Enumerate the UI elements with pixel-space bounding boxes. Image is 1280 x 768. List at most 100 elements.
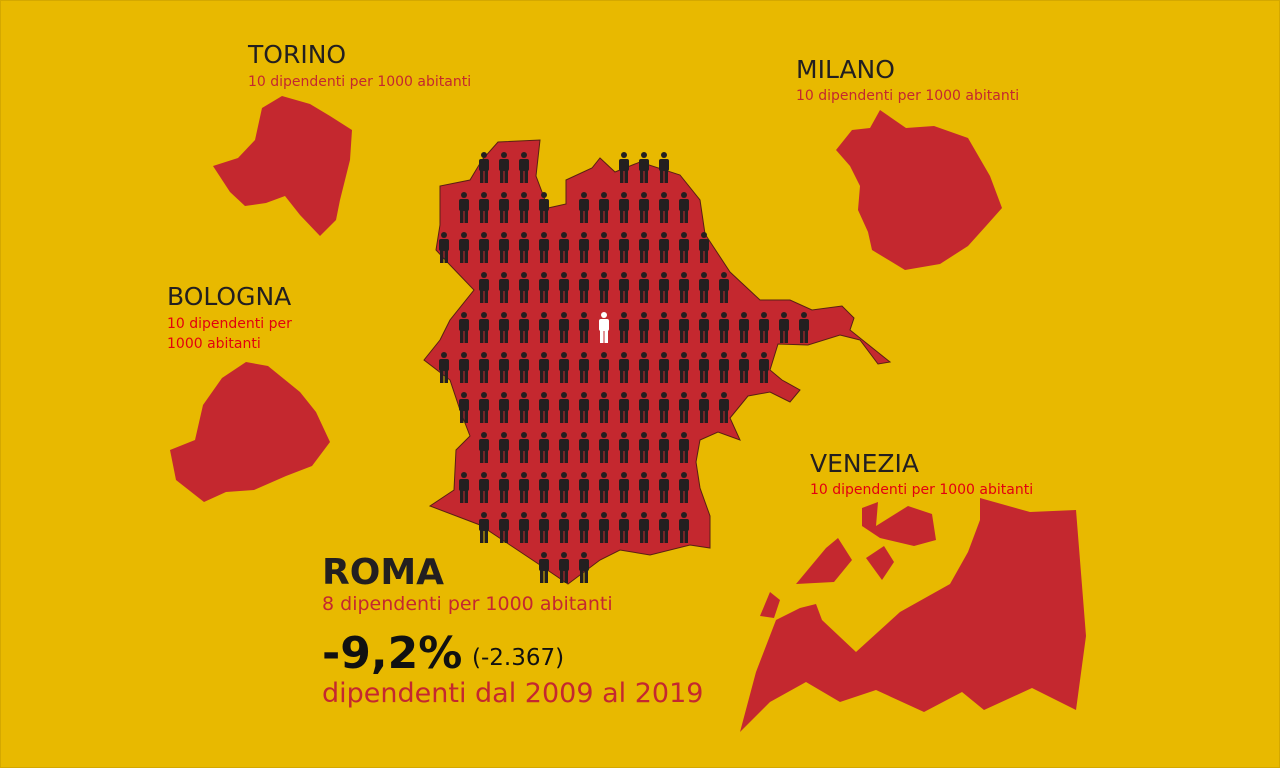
person-icon: [719, 352, 729, 383]
person-icon: [639, 392, 649, 423]
person-icon: [519, 472, 529, 503]
person-icon: [639, 232, 649, 263]
person-icon: [659, 192, 669, 223]
person-icon: [639, 432, 649, 463]
person-icon: [679, 512, 689, 543]
person-icon: [779, 312, 789, 343]
milano-map: [836, 110, 1002, 270]
person-icon: [539, 552, 549, 583]
person-icon: [699, 232, 709, 263]
person-icon: [499, 392, 509, 423]
person-icon: [519, 232, 529, 263]
person-icon: [699, 272, 709, 303]
roma-change-pct: -9,2%: [322, 628, 463, 679]
person-icon: [639, 152, 649, 183]
person-icon: [639, 472, 649, 503]
torino-map: [213, 96, 352, 236]
venezia-map: [740, 498, 1086, 732]
person-icon: [659, 232, 669, 263]
person-icon: [559, 232, 569, 263]
person-icon: [619, 392, 629, 423]
person-icon: [659, 432, 669, 463]
person-icon: [679, 312, 689, 343]
person-icon: [659, 352, 669, 383]
person-icon: [699, 352, 709, 383]
person-icon: [679, 272, 689, 303]
person-icon: [719, 392, 729, 423]
person-icon: [519, 392, 529, 423]
person-icon: [579, 392, 589, 423]
person-icon: [619, 192, 629, 223]
person-icon: [759, 352, 769, 383]
person-icon: [579, 232, 589, 263]
person-icon: [459, 192, 469, 223]
person-icon: [579, 472, 589, 503]
person-icon: [619, 232, 629, 263]
person-icon: [479, 272, 489, 303]
person-icon: [579, 432, 589, 463]
person-icon: [519, 272, 529, 303]
person-icon: [759, 312, 769, 343]
person-icon: [519, 352, 529, 383]
person-icon: [499, 352, 509, 383]
person-icon: [639, 272, 649, 303]
person-icon: [479, 152, 489, 183]
person-icon: [679, 432, 689, 463]
person-icon: [459, 232, 469, 263]
venezia-name: VENEZIA: [810, 449, 919, 478]
person-icon: [599, 272, 609, 303]
person-icon: [659, 152, 669, 183]
person-icon: [679, 472, 689, 503]
venezia-island: [862, 502, 936, 546]
person-icon: [559, 512, 569, 543]
person-icon: [479, 192, 489, 223]
roma-stat: 8 dipendenti per 1000 abitanti: [322, 593, 613, 615]
bologna-map: [170, 362, 330, 502]
person-icon: [579, 352, 589, 383]
person-icon: [599, 392, 609, 423]
person-icon: [559, 552, 569, 583]
person-icon: [499, 232, 509, 263]
milano-stat: 10 dipendenti per 1000 abitanti: [796, 88, 1020, 104]
roma-period: dipendenti dal 2009 al 2019: [322, 678, 704, 709]
person-icon: [539, 472, 549, 503]
person-icon: [599, 512, 609, 543]
person-icon: [699, 392, 709, 423]
person-icon: [459, 312, 469, 343]
person-icon: [639, 512, 649, 543]
roma-name: ROMA: [322, 552, 445, 593]
venezia-stat: 10 dipendenti per 1000 abitanti: [810, 482, 1034, 498]
person-icon: [699, 312, 709, 343]
person-icon: [479, 472, 489, 503]
person-icon: [539, 352, 549, 383]
roma-people-grid: [439, 152, 809, 583]
person-icon: [679, 352, 689, 383]
person-icon: [679, 192, 689, 223]
person-icon: [539, 192, 549, 223]
person-icon: [479, 432, 489, 463]
person-icon: [639, 312, 649, 343]
person-icon: [719, 312, 729, 343]
person-icon: [799, 312, 809, 343]
person-icon: [459, 472, 469, 503]
person-icon: [499, 472, 509, 503]
person-icon: [659, 272, 669, 303]
roma-map: [423, 139, 892, 585]
person-icon: [599, 232, 609, 263]
person-icon: [499, 272, 509, 303]
person-icon: [439, 232, 449, 263]
person-icon: [539, 232, 549, 263]
person-icon: [579, 192, 589, 223]
bologna-stat: 10 dipendenti per 1000 abitanti: [167, 314, 292, 355]
torino-name: TORINO: [248, 40, 347, 69]
person-icon: [619, 512, 629, 543]
bologna-stat-line1: 10 dipendenti per: [167, 316, 292, 332]
bologna-stat-line2: 1000 abitanti: [167, 336, 261, 353]
person-icon: [479, 512, 489, 543]
person-icon: [479, 232, 489, 263]
person-icon: [619, 272, 629, 303]
person-icon: [499, 152, 509, 183]
person-icon: [619, 312, 629, 343]
person-icon: [599, 472, 609, 503]
